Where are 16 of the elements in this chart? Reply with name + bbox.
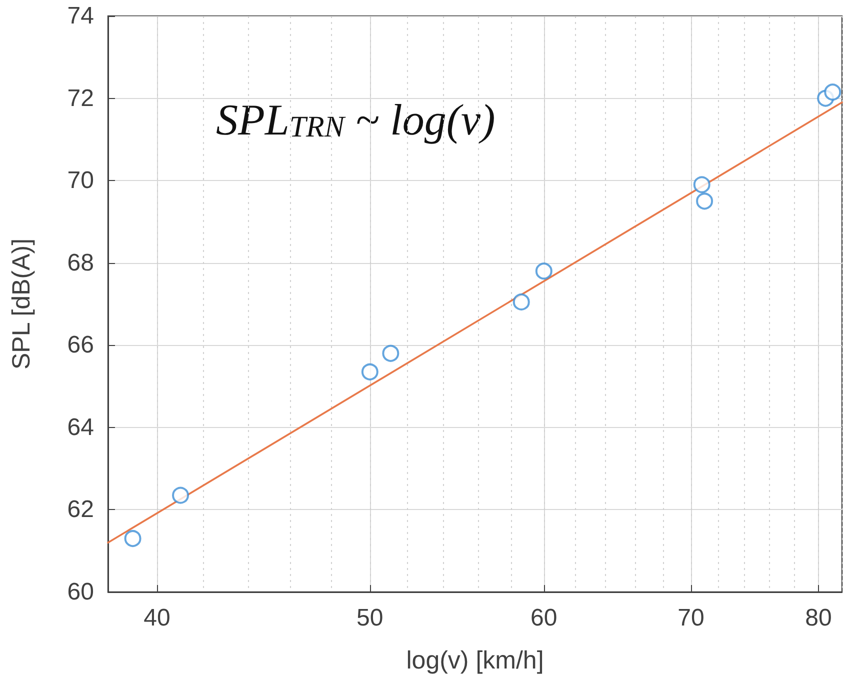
- y-axis-title: SPL [dB(A)]: [8, 238, 36, 370]
- x-tick-label: 70: [678, 604, 704, 632]
- y-tick-label: 62: [67, 496, 94, 524]
- x-tick-label: 60: [530, 604, 558, 632]
- y-tick-label: 72: [67, 84, 94, 112]
- y-tick-label: 60: [67, 578, 94, 606]
- x-tick-label: 40: [144, 604, 170, 632]
- y-tick-label: 74: [67, 2, 94, 30]
- y-tick-label: 70: [67, 167, 94, 194]
- y-tick-label: 64: [67, 414, 94, 441]
- y-tick-label: 68: [67, 249, 94, 276]
- x-tick-label: 80: [805, 604, 832, 632]
- annotation: SPLTRN ~ log(v): [216, 96, 496, 144]
- y-tick-label: 66: [67, 332, 94, 359]
- x-axis-title: log(v) [km/h]: [406, 646, 544, 674]
- x-tick-label: 50: [356, 604, 384, 632]
